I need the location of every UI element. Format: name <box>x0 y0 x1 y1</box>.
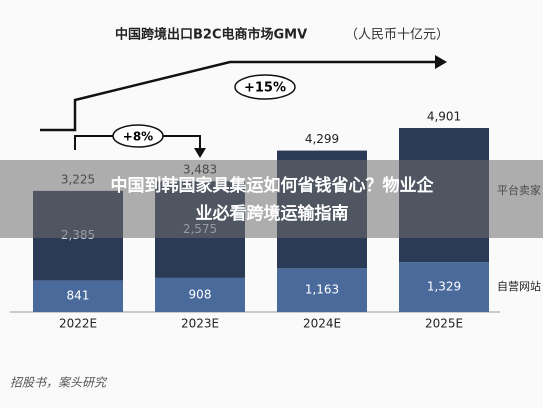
banner-text: 中国到韩国家具集运如何省钱省心？物业企 <box>111 175 435 196</box>
bar-segment <box>33 280 123 312</box>
x-tick-label: 2024E <box>303 317 341 331</box>
arrow-line <box>40 60 435 132</box>
data-label: 1,163 <box>305 283 339 297</box>
chart-subtitle: （人民币十亿元） <box>345 28 449 43</box>
x-tick-label: 2025E <box>425 317 463 331</box>
bar-segment <box>155 277 245 312</box>
annotation-bubble <box>234 74 296 100</box>
growth-arrows <box>40 55 447 158</box>
annotation: +15% <box>244 81 286 96</box>
bar-segment <box>399 262 489 312</box>
arrow-head <box>435 55 447 69</box>
x-tick-label: 2022E <box>59 317 97 331</box>
x-tick-label: 2023E <box>181 317 219 331</box>
total-label: 4,901 <box>427 109 461 123</box>
data-label: 908 <box>189 287 212 301</box>
legend-label: 自营网站 <box>497 279 541 293</box>
arrow-head <box>194 148 206 158</box>
data-label: 1,329 <box>427 280 461 294</box>
annotation: +8% <box>123 130 153 144</box>
bar-segment <box>277 268 367 312</box>
chart-title: 中国跨境出口B2C电商市场GMV <box>115 27 307 43</box>
banner-overlay <box>0 160 543 238</box>
data-label: 841 <box>67 289 90 303</box>
source: 招股书，案头研究 <box>10 376 108 390</box>
total-label: 4,299 <box>305 132 339 146</box>
banner-text: 业必看跨境运输指南 <box>196 203 349 224</box>
annotation-bubble <box>112 124 164 148</box>
